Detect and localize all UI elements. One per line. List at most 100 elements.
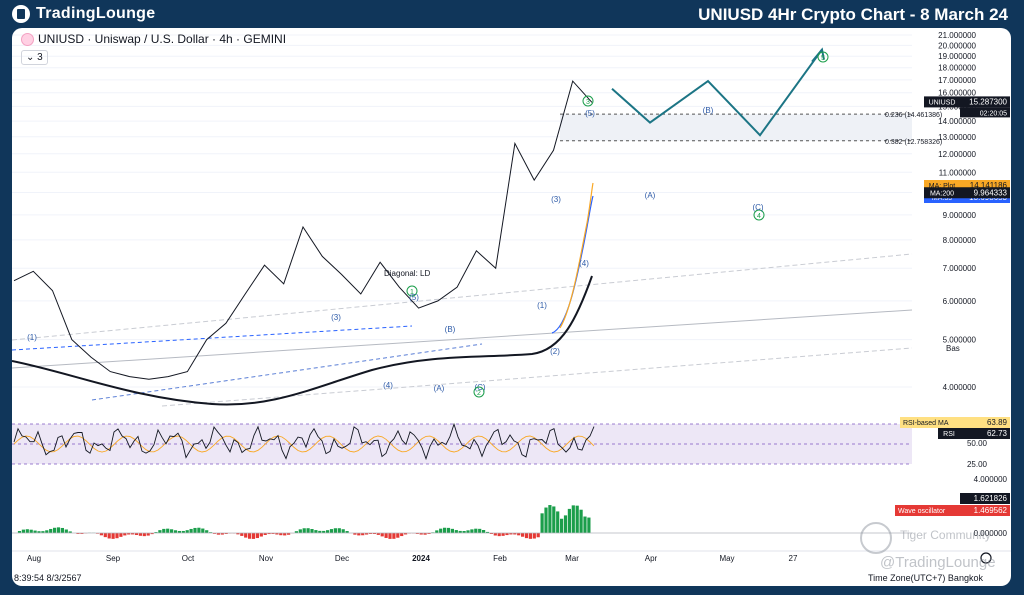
y-tick-label: 16.000000 xyxy=(938,89,976,98)
oscillator-bar xyxy=(466,530,470,533)
symbol-legend[interactable]: UNIUSD · Uniswap / U.S. Dollar · 4h · GE… xyxy=(21,32,286,46)
chart-annotation: Bas xyxy=(946,344,960,353)
oscillator-bar xyxy=(115,533,119,539)
oscillator-bar xyxy=(556,511,560,533)
oscillator-bar xyxy=(380,533,384,537)
wave-label: 5 xyxy=(821,55,825,62)
ma200-line xyxy=(12,275,593,406)
page-title: UNIUSD 4Hr Crypto Chart - 8 March 24 xyxy=(698,5,1008,24)
oscillator-bar xyxy=(446,527,451,533)
oscillator-bar xyxy=(248,533,252,539)
oscillator-bar xyxy=(567,508,571,533)
oscillator-bar xyxy=(337,528,341,533)
x-axis-labels: Aug Sep Oct Nov Dec 2024 Feb Mar Apr May 27 xyxy=(12,550,1011,563)
annotations: Diagonal: LD Bas xyxy=(384,269,960,353)
oscillator-bar xyxy=(123,533,127,536)
osc-tag-top-value: 1.621826 xyxy=(974,494,1008,503)
x-tick-label: Nov xyxy=(259,554,273,563)
wave-label: (5) xyxy=(585,109,595,118)
price-tag-name: MA: Plot xyxy=(929,183,956,190)
oscillator-bar xyxy=(454,530,458,533)
projection-arrow-head xyxy=(811,47,825,63)
oscillator-bar xyxy=(49,528,53,533)
brand-logo-icon xyxy=(12,5,30,23)
oscillator-bar xyxy=(41,531,45,533)
oscillator-pane: 1.621826 Wave oscillator 1.469562 4.000000 0… xyxy=(12,475,1010,539)
indicator-count-toggle[interactable]: ⌄ 3 xyxy=(21,50,48,65)
wave-label: (5) xyxy=(409,293,419,302)
community-logo-icon xyxy=(860,522,892,554)
oscillator-bar xyxy=(216,533,220,535)
price-tag-value-bg xyxy=(960,187,1010,199)
oscillator-bar xyxy=(575,505,579,533)
oscillator-bar xyxy=(60,527,64,533)
oscillator-bar xyxy=(462,531,466,533)
price-labels: UNIUSD 15.287300 02:20:05 MA: Plot 14.141186… xyxy=(924,96,1010,203)
chart-annotation: Diagonal: LD xyxy=(384,269,430,278)
oscillator-bar xyxy=(306,528,310,533)
rsi-ma-tag-value: 63.89 xyxy=(987,418,1008,427)
rsi-tag-bg xyxy=(938,428,960,439)
chart-panel[interactable]: 21.000000 20.000000 19.000000 18.000000 17.0… xyxy=(12,28,1011,586)
y-tick-label: 20.000000 xyxy=(938,41,976,50)
price-tag-name-bg xyxy=(924,180,960,191)
x-tick-label: Feb xyxy=(493,554,507,563)
oscillator-bar xyxy=(361,533,365,536)
osc-tick-label: 4.000000 xyxy=(974,475,1008,484)
oscillator-bar xyxy=(513,533,517,535)
rsi-tag-name: RSI xyxy=(943,431,955,438)
y-tick-label: 5.000000 xyxy=(943,336,977,345)
oscillator-bar xyxy=(318,530,322,533)
oscillator-bar xyxy=(275,533,279,535)
watermark: Tiger Community @TradingLounge xyxy=(860,520,1000,580)
watermark-handle-text: @TradingLounge xyxy=(880,554,996,571)
wave-circle xyxy=(473,386,485,398)
wave-label: 3 xyxy=(586,99,590,106)
brand-logo: TradingLounge xyxy=(12,4,155,24)
rsi-ma-tag-value-bg xyxy=(960,417,1010,428)
oscillator-bar xyxy=(146,533,150,536)
oscillator-bar xyxy=(201,528,205,533)
brand-name: TradingLounge xyxy=(36,5,156,22)
oscillator-bar xyxy=(177,530,181,533)
indicator-count-value: 3 xyxy=(37,52,43,63)
oscillator-bar xyxy=(53,527,57,533)
oscillator-bar xyxy=(236,533,240,535)
oscillator-bar xyxy=(298,529,302,533)
y-tick-label: 21.000000 xyxy=(938,31,976,40)
oscillator-bar xyxy=(435,530,439,533)
rsi-tick-label: 50.00 xyxy=(967,439,988,448)
osc-tag-top-bg xyxy=(960,493,1010,504)
chart-canvas[interactable]: 21.00000020.00000019.00000018.00000017.0… xyxy=(12,28,1011,586)
wave-label: (4) xyxy=(383,381,393,390)
oscillator-bar xyxy=(185,530,189,533)
oscillator-bar xyxy=(244,533,248,538)
oscillator-bar xyxy=(251,533,256,539)
oscillator-bar xyxy=(80,533,84,534)
base-trend-line xyxy=(12,309,913,369)
oscillator-bar xyxy=(322,530,326,533)
oscillator-bar xyxy=(45,530,49,533)
oscillator-bar xyxy=(423,533,427,535)
fib-levels: 0.236 (14.461386) 0.382 (12.758326) xyxy=(560,112,942,146)
oscillator-bar xyxy=(333,528,337,533)
oscillator-bar xyxy=(587,517,591,533)
timezone-selector[interactable]: Time Zone(UTC+7) Bangkok xyxy=(868,573,983,583)
oscillator-bar xyxy=(287,533,291,535)
oscillator-bar xyxy=(271,533,275,534)
oscillator-bar xyxy=(583,516,587,533)
chevron-down-icon: ⌄ xyxy=(26,52,38,63)
oscillator-bar xyxy=(314,530,318,533)
oscillator-bar xyxy=(103,533,107,538)
oscillator-bar xyxy=(404,533,408,535)
x-tick-label: Apr xyxy=(645,554,658,563)
oscillator-bar xyxy=(56,527,61,533)
oscillator-bar xyxy=(142,533,146,537)
oscillator-bar xyxy=(294,531,298,533)
rsi-line xyxy=(13,422,595,461)
oscillator-bar xyxy=(224,533,228,534)
x-tick-label: 2024 xyxy=(412,554,430,563)
y-tick-label: 11.000000 xyxy=(939,168,977,177)
price-line xyxy=(13,80,593,380)
oscillator-bar xyxy=(482,530,486,533)
